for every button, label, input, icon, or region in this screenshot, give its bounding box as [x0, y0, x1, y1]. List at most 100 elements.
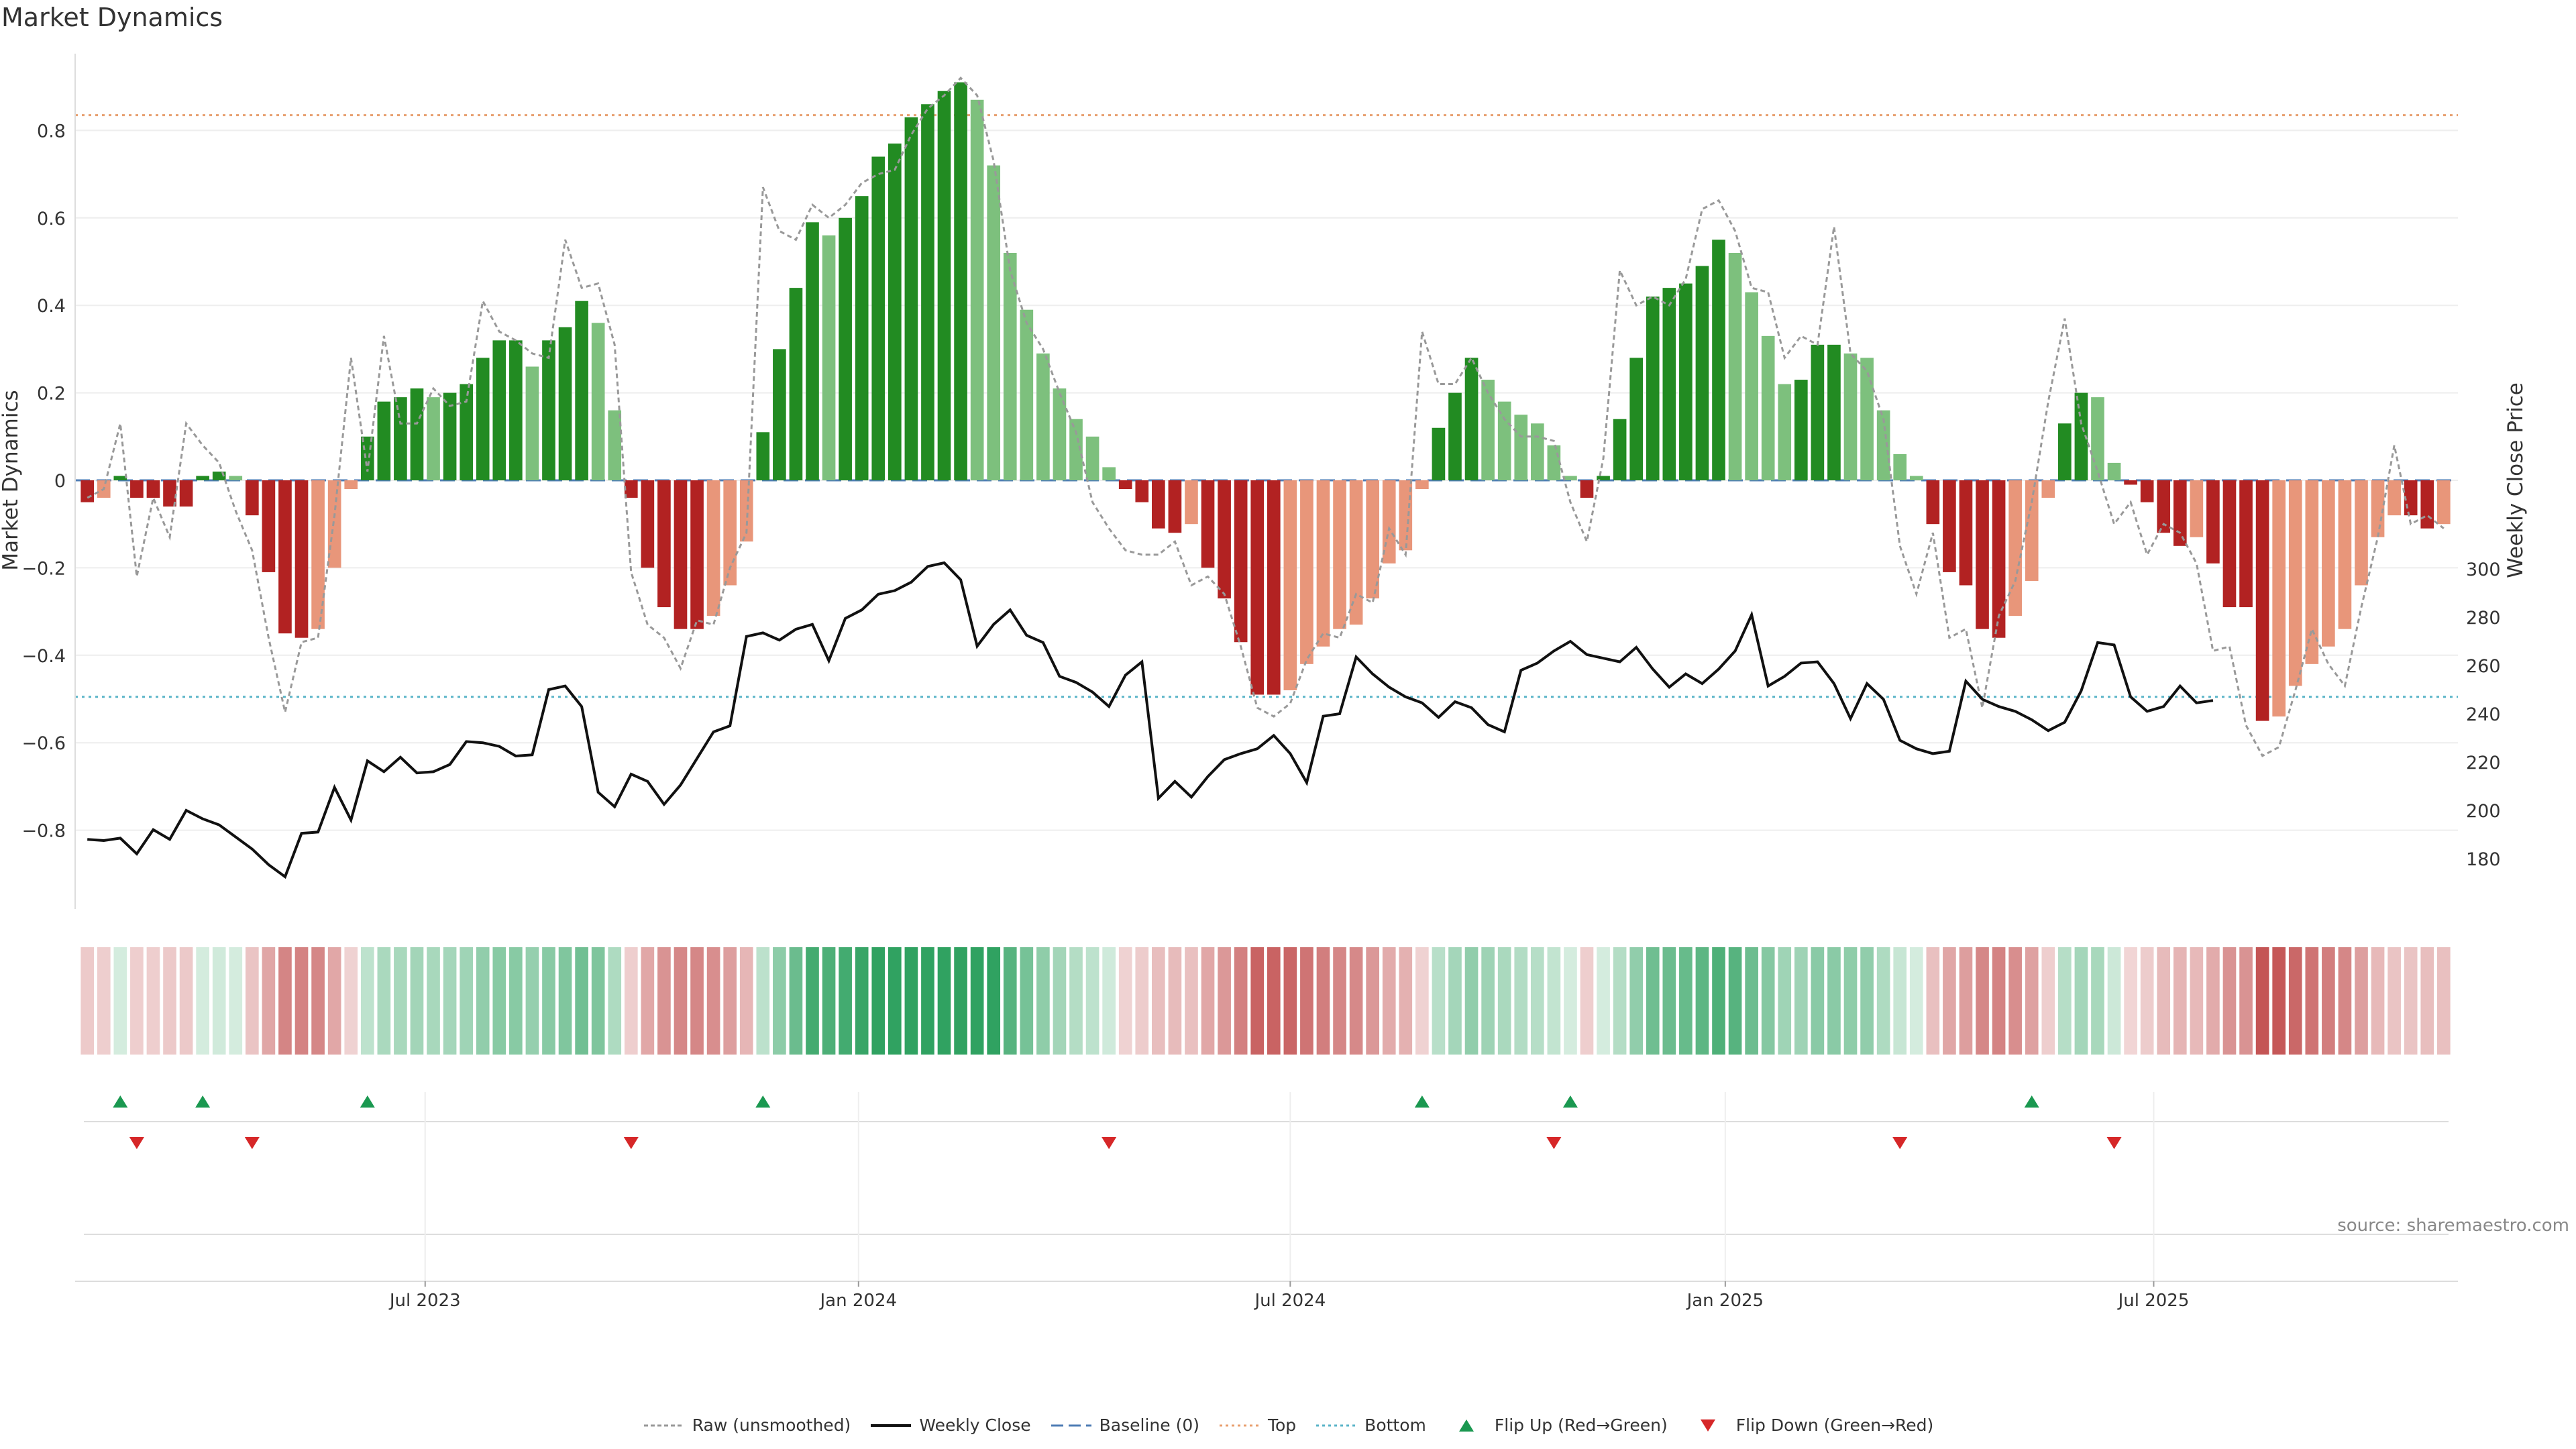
- strip-cell: [575, 947, 588, 1055]
- strip-cell: [2355, 947, 2368, 1055]
- strip-cell: [1597, 947, 1610, 1055]
- md-bar: [2387, 480, 2401, 516]
- md-bar: [2338, 480, 2352, 629]
- md-bar: [954, 82, 967, 481]
- close-swatch-icon: [871, 1424, 912, 1427]
- md-bar: [1992, 480, 2006, 638]
- strip-cell: [987, 947, 1001, 1055]
- strip-cell: [2124, 947, 2137, 1055]
- flip-down-marker: [1102, 1137, 1117, 1149]
- strip-cell: [1860, 947, 1874, 1055]
- strip-cell: [2008, 947, 2022, 1055]
- strip-cell: [1778, 947, 1792, 1055]
- strip-cell: [1003, 947, 1017, 1055]
- weekly-close-line: [87, 561, 2214, 879]
- md-bar: [2288, 480, 2302, 686]
- flip-down-marker: [1892, 1137, 1908, 1149]
- y-tick-label: 0.2: [37, 384, 66, 405]
- strip-cell: [1712, 947, 1725, 1055]
- strip-cell: [674, 947, 688, 1055]
- strip-cell: [246, 947, 259, 1055]
- md-bar: [1333, 480, 1346, 629]
- strip-cell: [954, 947, 967, 1055]
- md-bar: [1415, 480, 1429, 490]
- flip-up-marker: [113, 1095, 128, 1108]
- strip-cell: [904, 947, 918, 1055]
- chart-title: Market Dynamics: [1, 3, 223, 32]
- strip-cell: [278, 947, 292, 1055]
- strip-cell: [2074, 947, 2088, 1055]
- md-bar: [1893, 453, 1907, 480]
- md-bar: [1613, 419, 1627, 480]
- strip-cell: [146, 947, 160, 1055]
- strip-cell: [1876, 947, 1890, 1055]
- strip-cell: [1432, 947, 1446, 1055]
- md-bar: [2239, 480, 2253, 608]
- strip-cell: [179, 947, 193, 1055]
- md-bar: [2058, 423, 2072, 480]
- strip-cell: [2140, 947, 2154, 1055]
- flip-down-marker: [129, 1137, 144, 1149]
- md-bar: [163, 480, 176, 507]
- strip-cell: [2404, 947, 2418, 1055]
- strip-cell: [229, 947, 243, 1055]
- strip-cell: [1267, 947, 1281, 1055]
- md-bar: [871, 156, 885, 480]
- strip-cell: [2255, 947, 2269, 1055]
- md-bar: [1860, 358, 1874, 480]
- md-bar: [739, 480, 753, 542]
- y-tick-label: −0.6: [21, 733, 66, 754]
- md-bar: [1481, 380, 1495, 480]
- strip-cell: [294, 947, 309, 1055]
- md-bar: [839, 217, 852, 480]
- md-bar: [2371, 480, 2385, 537]
- md-bar: [1267, 480, 1281, 695]
- strip-cell: [262, 947, 276, 1055]
- md-bar: [2107, 462, 2121, 480]
- strip-cell: [1464, 947, 1479, 1055]
- strip-cell: [1300, 947, 1313, 1055]
- flip-down-marker: [1546, 1137, 1562, 1149]
- legend: Raw (unsmoothed) Weekly Close Baseline (0)…: [0, 1415, 2576, 1435]
- strip-cell: [1613, 947, 1627, 1055]
- strip-cell: [1481, 947, 1495, 1055]
- md-bar: [1976, 480, 1989, 629]
- flip-down-marker: [244, 1137, 260, 1149]
- y2-tick-label: 240: [2466, 704, 2501, 725]
- legend-item-baseline: Baseline (0): [1050, 1415, 1199, 1435]
- strip-cell: [360, 947, 374, 1055]
- y2-tick-label: 280: [2466, 608, 2501, 629]
- strip-cell: [608, 947, 622, 1055]
- md-bar: [492, 340, 506, 480]
- md-bar: [904, 117, 918, 481]
- legend-item-bottom: Bottom: [1315, 1415, 1426, 1435]
- strip-cell: [2107, 947, 2121, 1055]
- strip-cell: [1827, 947, 1841, 1055]
- raw-line: [87, 76, 2445, 757]
- strip-cell: [2041, 947, 2055, 1055]
- md-bar: [1662, 288, 1676, 480]
- md-bar: [360, 436, 374, 480]
- strip-cell: [1366, 947, 1379, 1055]
- md-bar: [822, 235, 836, 480]
- md-bar: [1234, 480, 1248, 643]
- md-bar: [888, 143, 902, 480]
- md-bar: [1300, 480, 1313, 664]
- md-bar: [130, 480, 144, 498]
- md-bar: [2091, 397, 2104, 480]
- strip-cell: [394, 947, 407, 1055]
- strip-cell: [706, 947, 720, 1055]
- md-bar: [1102, 467, 1116, 480]
- md-bar: [2190, 480, 2204, 537]
- md-bar: [1069, 419, 1083, 480]
- y-tick-label: −0.2: [21, 558, 66, 579]
- md-bar: [1943, 480, 1956, 572]
- md-bar: [1168, 480, 1182, 533]
- md-bar: [278, 480, 292, 634]
- md-bar: [1629, 358, 1644, 480]
- strip-cell: [1020, 947, 1034, 1055]
- y2-tick-label: 220: [2466, 753, 2501, 773]
- md-bar: [1679, 283, 1693, 480]
- strip-cell: [855, 947, 869, 1055]
